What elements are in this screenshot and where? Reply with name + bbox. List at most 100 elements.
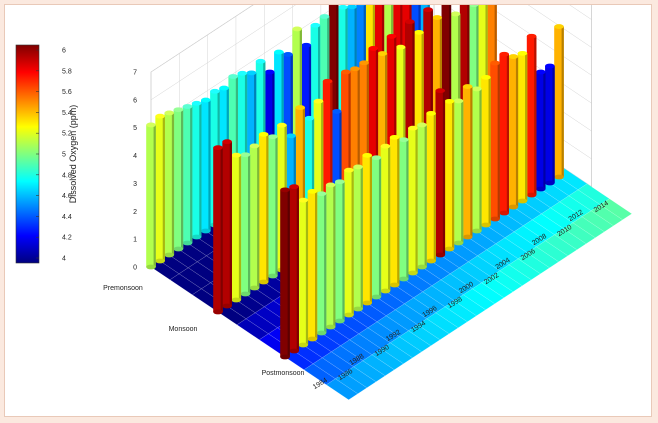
bar-side <box>272 72 275 189</box>
bar-bottom <box>146 264 156 270</box>
bar-top <box>289 184 299 190</box>
bar-face <box>222 141 232 306</box>
bar-face <box>468 5 479 145</box>
bar-side <box>315 191 318 339</box>
bar-top <box>231 152 242 158</box>
bar-face <box>228 76 238 213</box>
z-tick-label: 7 <box>133 70 137 77</box>
floor-tile <box>600 198 633 220</box>
bar-bottom <box>426 258 436 264</box>
bar-bottom <box>164 252 175 258</box>
bar-bottom <box>280 354 290 360</box>
bar-top <box>508 54 519 59</box>
bar-side <box>266 134 269 282</box>
bar-face <box>182 106 193 243</box>
bar-bottom <box>389 282 400 288</box>
bar-face <box>268 136 278 276</box>
bar-top <box>545 63 555 69</box>
bar-bottom <box>398 276 409 282</box>
bar-side <box>220 147 223 312</box>
bar-top <box>258 131 269 137</box>
bar-top <box>268 134 278 140</box>
bar-side <box>388 146 391 291</box>
z-tick-label: 5 <box>133 125 137 132</box>
bar-side <box>452 101 455 249</box>
bar <box>508 54 519 210</box>
bar-face <box>414 32 424 180</box>
bar <box>472 86 482 234</box>
bar-face <box>316 193 327 333</box>
bar-face <box>301 45 312 165</box>
bar-bottom <box>289 348 299 354</box>
bar-bottom <box>353 306 363 312</box>
bar <box>398 137 409 282</box>
bar-top <box>316 191 327 197</box>
bar-side <box>275 136 278 276</box>
bar-side <box>296 186 299 351</box>
bar-face <box>368 48 379 210</box>
bar-top <box>405 19 415 25</box>
bar-top <box>298 197 309 203</box>
bar-bottom <box>462 234 473 240</box>
bar-bottom <box>545 180 555 186</box>
bar-bottom <box>182 240 193 246</box>
bar-side <box>257 145 260 288</box>
year-tick-label: 1984 <box>312 377 329 391</box>
colorbar-tick-label: 5.4 <box>62 110 72 117</box>
bar-face <box>292 28 302 171</box>
bar <box>526 33 537 198</box>
bar-bottom <box>517 198 528 204</box>
bar-top <box>249 143 260 149</box>
bar-face <box>472 88 482 231</box>
z-tick-label: 4 <box>133 153 137 160</box>
bar-side <box>290 54 293 177</box>
bar <box>453 98 464 246</box>
bar-top <box>307 188 318 194</box>
bar-top <box>357 5 366 7</box>
bar-bottom <box>213 309 223 315</box>
bar-side <box>397 137 400 285</box>
bar <box>231 152 242 303</box>
bar-side <box>394 36 397 198</box>
bar-side <box>311 118 315 253</box>
bar-face <box>289 186 299 351</box>
bar-face <box>191 103 202 238</box>
bar-side <box>479 88 482 231</box>
bar-side <box>321 101 324 247</box>
bar <box>191 100 202 240</box>
bar-top <box>219 85 229 91</box>
bar <box>554 24 564 180</box>
bar-top <box>264 69 275 75</box>
bar-top <box>481 74 491 80</box>
bar <box>258 131 269 285</box>
bar-bottom <box>408 270 418 276</box>
bar-face <box>344 170 354 315</box>
bar-side <box>515 56 519 208</box>
bar-face <box>280 189 290 357</box>
bar-top <box>423 7 433 13</box>
bar-bottom <box>435 252 446 258</box>
bar <box>435 88 446 258</box>
bar-face <box>335 181 345 321</box>
bar-side <box>552 66 555 183</box>
bar-face <box>453 100 464 243</box>
bar-side <box>263 61 266 196</box>
bar-bottom <box>325 324 336 330</box>
colorbar-tick-label: 5 <box>62 152 66 159</box>
bar-side <box>406 139 409 279</box>
bar-side <box>442 90 446 256</box>
bar-face <box>298 200 309 345</box>
bar-bottom <box>222 303 232 309</box>
bar-face <box>213 147 223 312</box>
bar-top <box>338 5 348 10</box>
bar-face <box>386 36 397 198</box>
bar-top <box>322 78 333 84</box>
bar-side <box>543 72 546 189</box>
bar <box>426 110 436 264</box>
bar-face <box>359 62 369 217</box>
bar-top <box>286 133 296 139</box>
bar <box>481 74 491 228</box>
bar-face <box>155 116 165 262</box>
bar-face <box>478 5 488 139</box>
bar-face <box>535 72 546 189</box>
